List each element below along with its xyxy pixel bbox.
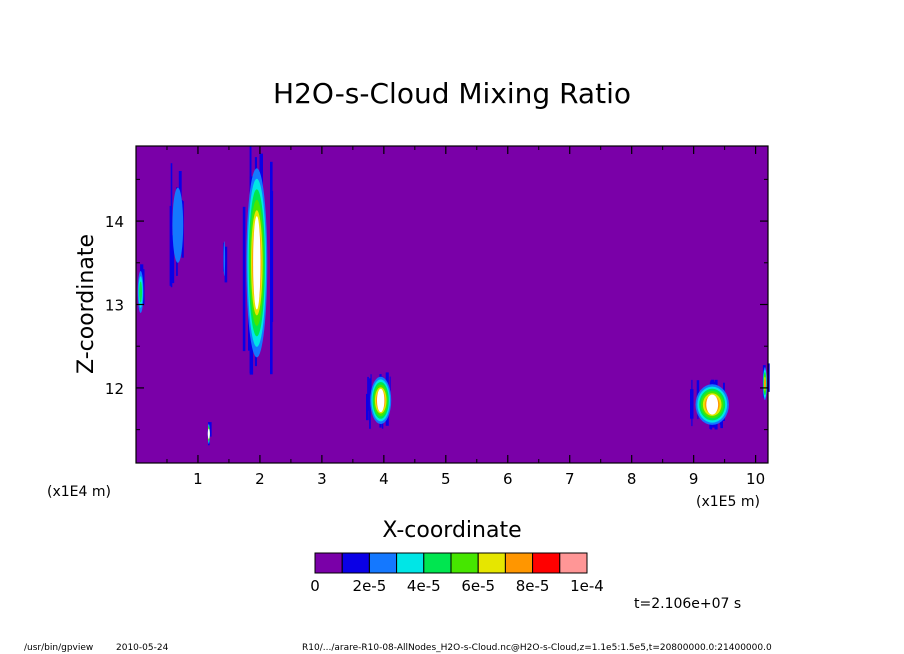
y-tick-label: 14 — [105, 213, 124, 231]
colorbar-label: 2e-5 — [353, 577, 387, 595]
cloud-level — [223, 241, 226, 277]
x-tick-label: 6 — [503, 470, 513, 488]
colorbar-swatch — [450, 552, 479, 574]
x-tick-label: 7 — [565, 470, 575, 488]
cloud-level — [172, 187, 184, 263]
colorbar-swatch — [504, 552, 534, 574]
cloud-strand — [208, 422, 212, 437]
y-axis-unit: (x1E4 m) — [47, 484, 111, 500]
cloud-patch — [690, 379, 729, 430]
cloud-patch — [762, 363, 770, 401]
colorbar — [314, 552, 588, 574]
cloud-strand — [767, 363, 770, 392]
colorbar-labels: 0 2e-5 4e-5 6e-5 8e-5 1e-4 — [310, 577, 604, 595]
colorbar-label: 4e-5 — [407, 577, 441, 595]
footer-date: 2010-05-24 — [116, 643, 169, 653]
cloud-strand — [169, 205, 172, 286]
y-tick-label: 12 — [105, 380, 124, 398]
colorbar-swatch — [559, 552, 588, 574]
cloud-strand — [367, 376, 369, 411]
cloud-strand — [369, 378, 371, 429]
x-tick-label: 5 — [441, 470, 451, 488]
y-tick-label: 13 — [105, 297, 124, 315]
colorbar-swatch — [341, 552, 370, 574]
cloud-strand — [170, 163, 173, 288]
cloud-strand — [370, 374, 372, 397]
field-background — [136, 146, 768, 463]
x-tick-label: 2 — [255, 470, 265, 488]
cloud-strand — [389, 376, 391, 403]
x-tick-label: 4 — [379, 470, 389, 488]
cloud-peak — [706, 394, 719, 415]
cloud-peak — [377, 388, 385, 413]
cloud-peak — [253, 216, 261, 310]
colorbar-swatch — [477, 552, 506, 574]
cloud-level — [139, 281, 143, 303]
colorbar-swatch — [314, 552, 343, 574]
cloud-patch — [207, 422, 212, 446]
colorbar-label: 8e-5 — [516, 577, 550, 595]
colorbar-swatch — [532, 552, 561, 574]
cloud-field — [136, 146, 770, 463]
x-tick-label: 9 — [689, 470, 699, 488]
cloud-patch — [169, 163, 184, 288]
cloud-patch — [366, 372, 392, 429]
cloud-patch — [223, 241, 228, 283]
x-axis-ticks: 1 2 3 4 5 6 7 8 9 10 — [166, 146, 765, 488]
cloud-level — [764, 379, 766, 389]
x-tick-label: 3 — [317, 470, 327, 488]
colorbar-swatch — [368, 552, 398, 574]
cloud-strand — [242, 206, 246, 352]
colorbar-label: 0 — [310, 577, 320, 595]
x-tick-label: 1 — [193, 470, 203, 488]
x-axis-title: X-coordinate — [382, 518, 521, 543]
colorbar-label: 6e-5 — [461, 577, 495, 595]
y-axis-title: Z-coordinate — [74, 234, 99, 374]
time-label: t=2.106e+07 s — [634, 596, 741, 612]
colorbar-label: 1e-4 — [570, 577, 604, 595]
cloud-strand — [224, 246, 228, 283]
x-tick-label: 8 — [627, 470, 637, 488]
colorbar-swatch — [396, 552, 425, 574]
cloud-strand — [170, 235, 175, 284]
footer-source: R10/.../arare-R10-08-AllNodes_H2O-s-Clou… — [302, 643, 772, 653]
x-tick-label: 10 — [746, 470, 765, 488]
y-axis-ticks: 12 13 14 — [105, 178, 768, 431]
footer-program: /usr/bin/gpview — [24, 643, 93, 653]
cloud-strand — [690, 389, 694, 419]
x-axis-unit: (x1E5 m) — [696, 494, 760, 510]
cloud-peak — [207, 428, 210, 439]
cloud-patch — [137, 264, 145, 313]
colorbar-swatch — [423, 552, 452, 574]
cloud-strand — [270, 161, 273, 375]
chart-title: H2O-s-Cloud Mixing Ratio — [273, 77, 631, 110]
cloud-patch — [242, 146, 274, 375]
